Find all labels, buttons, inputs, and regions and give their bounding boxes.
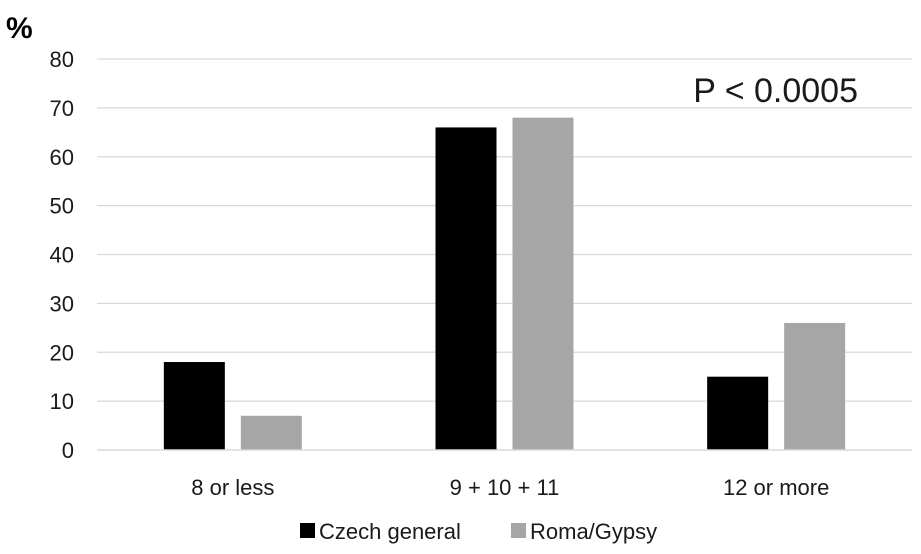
bars (163, 117, 846, 451)
y-tick-label: 50 (50, 194, 74, 219)
legend-swatch (300, 523, 315, 538)
y-tick-label: 20 (50, 340, 74, 365)
y-tick-label: 30 (50, 291, 74, 316)
p-value-annotation: P < 0.0005 (693, 72, 858, 110)
gridlines (97, 58, 912, 402)
y-axis-unit-label: % (6, 12, 33, 45)
x-category-label: 9 + 10 + 11 (450, 475, 560, 500)
legend-label: Czech general (319, 519, 461, 544)
bar-roma-gypsy-1 (512, 117, 574, 451)
x-category-label: 12 or more (723, 475, 829, 500)
y-tick-label: 80 (50, 47, 74, 72)
bar-roma-gypsy-0 (240, 415, 302, 450)
y-tick-label: 0 (62, 438, 74, 463)
legend: Czech general Roma/Gypsy (300, 519, 657, 544)
x-axis-categories: 8 or less 9 + 10 + 11 12 or more (191, 475, 829, 500)
y-tick-label: 60 (50, 145, 74, 170)
bar-roma-gypsy-2 (784, 322, 846, 450)
y-tick-label: 10 (50, 389, 74, 414)
y-axis-ticks: 0 10 20 30 40 50 60 70 80 (50, 47, 74, 463)
legend-swatch (511, 523, 526, 538)
legend-label: Roma/Gypsy (530, 519, 657, 544)
x-category-label: 8 or less (191, 475, 274, 500)
y-tick-label: 40 (50, 243, 74, 268)
bar-czech-general-1 (435, 127, 497, 451)
y-tick-label: 70 (50, 96, 74, 121)
bar-czech-general-0 (163, 362, 225, 450)
bar-czech-general-2 (707, 376, 769, 450)
